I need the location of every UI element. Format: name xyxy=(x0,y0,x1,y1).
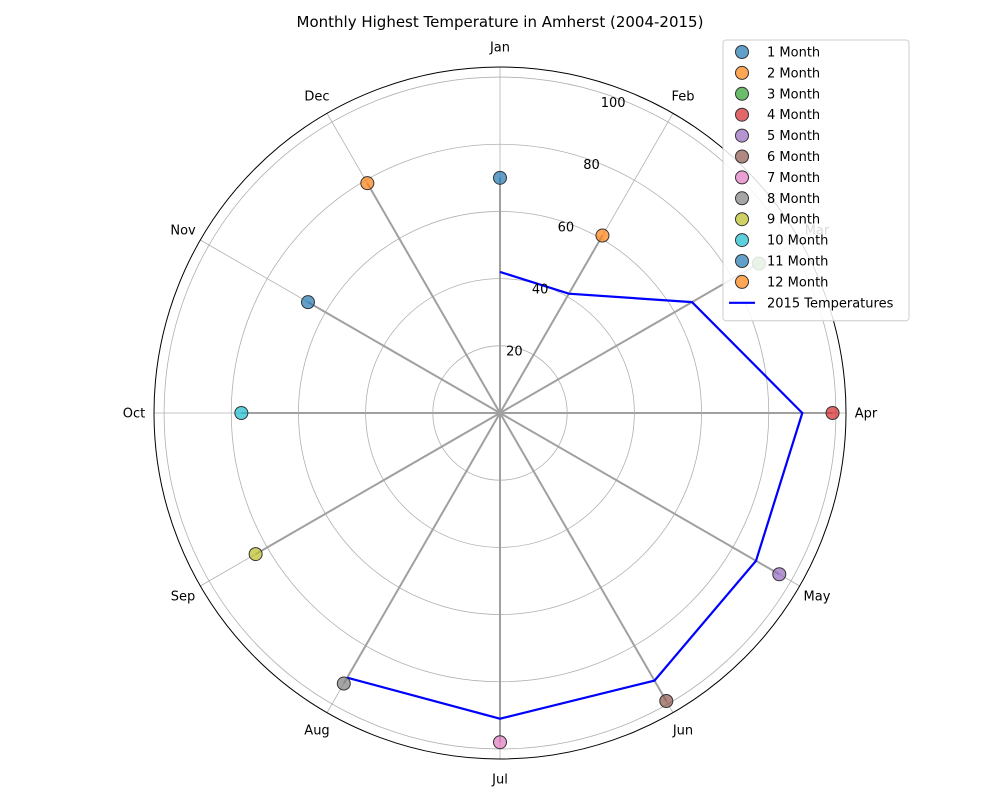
legend-marker-9 xyxy=(735,212,749,227)
month-label-aug: Aug xyxy=(304,723,329,738)
legend-label-7: 7 Month xyxy=(767,171,820,186)
point-aug xyxy=(336,676,351,691)
point-nov xyxy=(300,295,315,310)
point-feb xyxy=(595,228,610,243)
legend-label-1: 1 Month xyxy=(767,46,820,61)
spoke-may xyxy=(499,412,780,576)
polar-frame xyxy=(153,66,847,760)
month-label-dec: Dec xyxy=(304,90,329,105)
legend-marker-2 xyxy=(735,65,749,80)
legend-label-10: 10 Month xyxy=(767,234,828,249)
line-layer xyxy=(346,270,804,720)
legend-label-2015: 2015 Temperatures xyxy=(767,296,894,311)
spoke-jun xyxy=(499,412,668,702)
month-spokes xyxy=(241,177,833,743)
legend-marker-10 xyxy=(735,233,749,248)
spoke-dec xyxy=(366,182,501,414)
month-label-nov: Nov xyxy=(170,224,196,239)
point-jan xyxy=(493,170,507,185)
legend-marker-12 xyxy=(735,274,749,289)
chart-title: Monthly Highest Temperature in Amherst (… xyxy=(297,13,704,31)
spoke-mar xyxy=(499,262,760,414)
legend-marker-8 xyxy=(735,191,749,206)
month-label-feb: Feb xyxy=(671,90,694,105)
legend: 1 Month 2 Month 3 Month 4 Month 5 Month 6 Mon… xyxy=(722,39,910,322)
r-tick-label-20: 20 xyxy=(506,344,523,359)
spoke-nov xyxy=(307,301,501,414)
line-2015-temperatures xyxy=(346,270,804,720)
month-label-jul: Jul xyxy=(491,773,508,788)
legend-label-5: 5 Month xyxy=(767,129,820,144)
point-may xyxy=(772,567,787,582)
legend-label-8: 8 Month xyxy=(767,192,820,207)
legend-label-6: 6 Month xyxy=(767,150,820,165)
r-tick-label-100: 100 xyxy=(601,96,626,111)
legend-label-12: 12 Month xyxy=(767,275,828,290)
r-tick-label-60: 60 xyxy=(558,220,575,235)
point-sep xyxy=(248,547,263,562)
month-label-oct: Oct xyxy=(123,407,145,422)
point-oct xyxy=(234,406,249,420)
spoke-sep xyxy=(255,412,501,555)
legend-label-9: 9 Month xyxy=(767,213,820,228)
month-label-sep: Sep xyxy=(171,590,196,605)
month-label-apr: Apr xyxy=(855,407,878,422)
point-jun xyxy=(659,694,674,709)
legend-marker-1 xyxy=(735,45,749,59)
spoke-feb xyxy=(499,235,604,414)
month-label-may: May xyxy=(804,590,831,605)
legend-marker-7 xyxy=(735,170,749,185)
legend-frame xyxy=(722,39,910,322)
legend-label-3: 3 Month xyxy=(767,87,820,102)
legend-marker-11 xyxy=(735,254,749,268)
month-label-jun: Jun xyxy=(672,723,693,738)
legend-marker-5 xyxy=(735,128,749,143)
r-tick-label-40: 40 xyxy=(532,282,549,297)
point-apr xyxy=(825,406,840,420)
legend-label-2: 2 Month xyxy=(767,66,820,81)
legend-label-11: 11 Month xyxy=(767,255,828,270)
point-dec xyxy=(360,176,375,191)
month-label-jan: Jan xyxy=(489,41,510,56)
point-jul xyxy=(493,735,507,750)
legend-marker-3 xyxy=(735,86,749,101)
legend-label-4: 4 Month xyxy=(767,108,820,123)
legend-marker-4 xyxy=(735,107,749,122)
spoke-aug xyxy=(342,412,501,685)
r-tick-label-80: 80 xyxy=(583,158,600,173)
legend-marker-6 xyxy=(735,149,749,164)
